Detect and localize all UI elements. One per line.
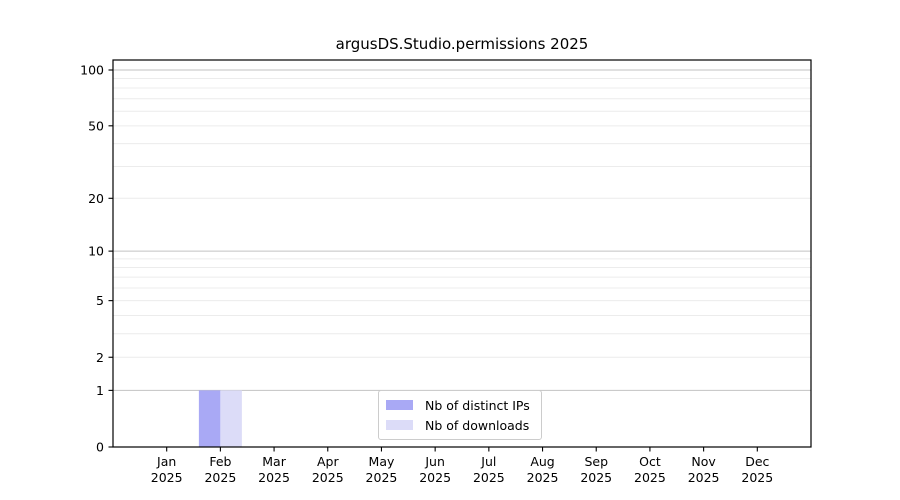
x-tick-label: May 2025 [366, 454, 398, 485]
legend-swatch [386, 400, 413, 410]
legend-row: Nb of distinct IPs [386, 395, 530, 415]
x-tick-label: Jun 2025 [419, 454, 451, 485]
x-tick-label: Mar 2025 [258, 454, 290, 485]
bar-distinct-ips [198, 390, 221, 447]
y-tick-label: 20 [88, 191, 104, 206]
bars [198, 390, 242, 447]
y-tick-label: 2 [96, 350, 104, 365]
x-tick-label: Aug 2025 [527, 454, 559, 485]
x-tick-label: Oct 2025 [634, 454, 666, 485]
legend-swatch [386, 420, 413, 430]
x-tick-label: Sep 2025 [580, 454, 612, 485]
x-axis-tick-labels: Jan 2025 Feb 2025 Mar 2025 Apr 2025 May 2025 Jun 20… [151, 454, 773, 485]
y-axis-ticks [108, 69, 113, 448]
y-tick-label: 50 [88, 118, 104, 133]
x-tick-label: Jan 2025 [151, 454, 183, 485]
chart-title: argusDS.Studio.permissions 2025 [335, 35, 589, 53]
x-tick-label: Apr 2025 [312, 454, 344, 485]
bar-downloads [220, 390, 242, 447]
axis-spines [112, 59, 812, 448]
y-axis-tick-labels: 0 1 2 5 10 20 50 100 [80, 63, 104, 455]
y-gridlines-minor [113, 78, 811, 358]
y-tick-label: 100 [80, 63, 104, 78]
x-tick-label: Feb 2025 [204, 454, 236, 485]
x-tick-label: Jul 2025 [473, 454, 505, 485]
y-tick-label: 10 [88, 244, 104, 259]
y-tick-label: 0 [96, 440, 104, 455]
plot-background [113, 60, 811, 447]
legend: Nb of distinct IPs Nb of downloads [378, 390, 542, 440]
x-tick-label: Dec 2025 [741, 454, 773, 485]
x-tick-label: Nov 2025 [688, 454, 720, 485]
legend-label: Nb of distinct IPs [425, 397, 530, 413]
legend-label: Nb of downloads [425, 417, 530, 433]
x-axis-ticks [166, 447, 758, 452]
y-tick-label: 5 [96, 293, 104, 308]
legend-row: Nb of downloads [386, 415, 530, 435]
y-tick-label: 1 [96, 383, 104, 398]
